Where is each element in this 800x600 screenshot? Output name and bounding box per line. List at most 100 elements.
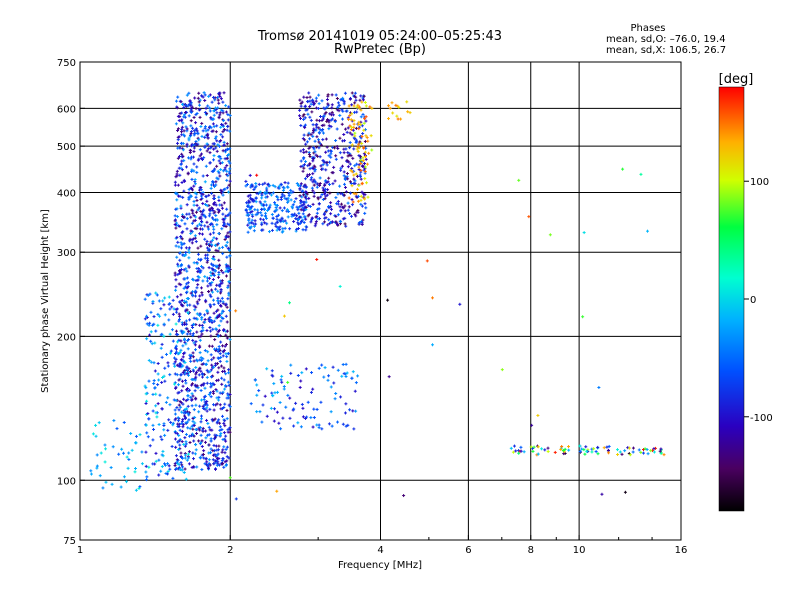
data-point xyxy=(246,201,250,205)
data-point xyxy=(207,266,211,270)
data-point xyxy=(224,243,228,247)
data-point xyxy=(192,408,196,412)
data-point xyxy=(283,196,287,200)
data-point xyxy=(298,186,302,190)
data-point xyxy=(584,445,588,449)
data-point xyxy=(109,466,113,470)
data-point xyxy=(189,359,193,363)
data-point xyxy=(217,457,221,461)
x-tick-label: 2 xyxy=(227,545,233,556)
data-point xyxy=(185,300,189,304)
data-point xyxy=(191,211,195,215)
data-point xyxy=(304,142,308,146)
data-point xyxy=(209,117,213,121)
data-point xyxy=(344,402,348,406)
data-point xyxy=(355,147,359,151)
data-point xyxy=(208,232,212,236)
data-point xyxy=(643,447,647,451)
data-point xyxy=(365,181,369,185)
data-point xyxy=(649,449,653,453)
data-point xyxy=(202,208,206,212)
data-point xyxy=(172,307,176,311)
data-point xyxy=(311,123,315,127)
data-point xyxy=(212,347,216,351)
data-point xyxy=(329,220,333,224)
data-point xyxy=(306,204,310,208)
data-point xyxy=(344,372,348,376)
data-point xyxy=(364,115,368,119)
data-point xyxy=(176,156,180,160)
data-point xyxy=(117,452,121,456)
data-point xyxy=(320,363,324,367)
data-point xyxy=(199,185,203,189)
data-point xyxy=(215,149,219,153)
data-point xyxy=(178,443,182,447)
data-point xyxy=(264,214,268,218)
data-point xyxy=(512,444,516,448)
data-point xyxy=(210,417,214,421)
data-point xyxy=(156,312,160,316)
data-point xyxy=(343,209,347,213)
data-point xyxy=(103,443,107,447)
data-point xyxy=(215,111,219,115)
data-point xyxy=(315,125,319,129)
data-point xyxy=(319,143,323,147)
data-point xyxy=(363,202,367,206)
data-point xyxy=(357,165,361,169)
data-point xyxy=(219,303,223,307)
data-point xyxy=(157,299,161,303)
data-point xyxy=(646,229,650,233)
data-point xyxy=(219,139,223,143)
data-point xyxy=(597,386,601,390)
data-point xyxy=(317,366,321,370)
data-point xyxy=(184,251,188,255)
data-point xyxy=(641,448,645,452)
data-point xyxy=(218,425,222,429)
data-point xyxy=(195,262,199,266)
data-point xyxy=(580,447,584,451)
data-point xyxy=(370,148,374,152)
data-point xyxy=(261,182,265,186)
data-point xyxy=(333,179,337,183)
data-point xyxy=(225,320,229,324)
data-point xyxy=(213,210,217,214)
data-point xyxy=(310,218,314,222)
data-point xyxy=(173,360,177,364)
data-point xyxy=(356,145,360,149)
data-point xyxy=(218,94,222,98)
data-point xyxy=(350,133,354,137)
y-tick-label: 100 xyxy=(57,476,76,487)
data-point xyxy=(363,169,367,173)
data-point xyxy=(351,370,355,374)
data-point xyxy=(353,131,357,135)
data-point xyxy=(215,223,219,227)
data-point xyxy=(273,222,277,226)
data-point xyxy=(344,224,348,228)
data-point xyxy=(147,465,151,469)
data-point xyxy=(336,192,340,196)
x-tick-label: 8 xyxy=(528,545,534,556)
data-point xyxy=(177,433,181,437)
data-point xyxy=(144,392,148,396)
data-point xyxy=(299,425,303,429)
data-point xyxy=(353,212,357,216)
data-point xyxy=(199,227,203,231)
data-point xyxy=(174,329,178,333)
data-point xyxy=(194,403,198,407)
data-point xyxy=(275,410,279,414)
data-point xyxy=(190,144,194,148)
data-point xyxy=(326,180,330,184)
data-point xyxy=(110,482,114,486)
data-point xyxy=(193,378,197,382)
data-points xyxy=(89,91,666,501)
data-point xyxy=(276,213,280,217)
data-point xyxy=(303,126,307,130)
data-point xyxy=(187,156,191,160)
data-point xyxy=(198,426,202,430)
data-point xyxy=(458,302,462,306)
data-point xyxy=(173,431,177,435)
data-point xyxy=(215,124,219,128)
data-point xyxy=(314,96,318,100)
data-point xyxy=(179,348,183,352)
data-point xyxy=(204,436,208,440)
